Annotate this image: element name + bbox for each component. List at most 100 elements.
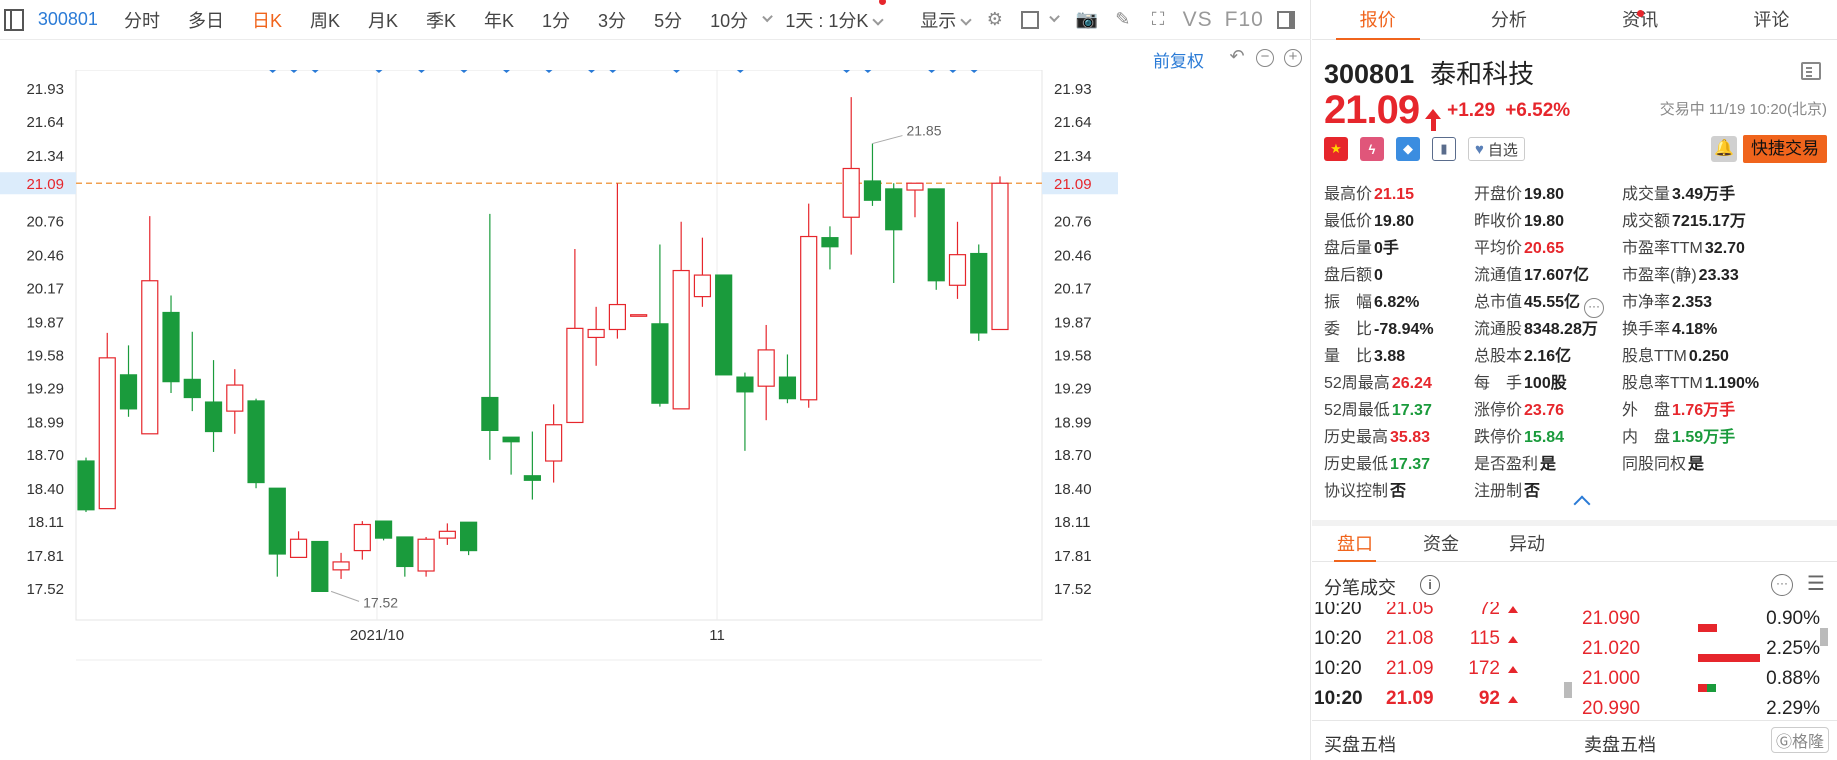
panel-toggle-icon[interactable]: [1276, 8, 1297, 32]
stat-label: 内 盘: [1622, 429, 1671, 446]
y-tick-left: 20.17: [26, 281, 64, 298]
tab-analysis[interactable]: 分析: [1490, 10, 1527, 30]
pencil-icon[interactable]: ✎: [1115, 9, 1131, 29]
square-tool-icon[interactable]: [1019, 8, 1040, 32]
more-icon[interactable]: ···: [1771, 574, 1793, 596]
stock-code-link[interactable]: 300801: [37, 9, 98, 29]
period-tab[interactable]: 周K: [309, 10, 340, 31]
fullscreen-icon[interactable]: ⛶: [1151, 9, 1165, 29]
candle-body: [268, 487, 286, 555]
list-icon[interactable]: ☰: [1807, 573, 1825, 595]
ladder-pct: 0.88%: [1766, 668, 1820, 689]
camera-icon[interactable]: 📷: [1075, 9, 1099, 29]
period-tab[interactable]: 3分: [598, 10, 627, 31]
stat-cell: 同股同权是: [1622, 450, 1704, 474]
period-tab[interactable]: 分时: [123, 10, 160, 31]
stat-value: 是: [1540, 456, 1557, 473]
ladder-price: 21.000: [1582, 668, 1641, 689]
y-tick-right: 17.52: [1054, 581, 1092, 598]
zoom-out-icon[interactable]: −: [1256, 49, 1274, 67]
stats-row: 协议控制否注册制否: [1324, 477, 1834, 504]
stat-label: 开盘价: [1474, 186, 1523, 203]
stat-cell: 换手率 4.18%: [1622, 315, 1717, 339]
y-tick-left: 18.40: [26, 481, 64, 498]
candle-body: [141, 280, 159, 435]
stat-label: 最高价: [1324, 186, 1373, 203]
tab-comments[interactable]: 评论: [1753, 10, 1790, 30]
chevron-down-icon[interactable]: [1048, 11, 1060, 22]
subtab-capital[interactable]: 资金: [1423, 534, 1459, 554]
stats-row: 52周最低 17.37 涨停价 23.76 外 盘 1.76万手: [1324, 396, 1834, 423]
stat-label: 涨停价: [1474, 402, 1523, 419]
scrollbar[interactable]: [1564, 682, 1572, 698]
gear-icon[interactable]: ⚙: [986, 9, 1003, 29]
zoom-in-icon[interactable]: +: [1284, 49, 1302, 67]
event-marker-icon: [502, 70, 510, 73]
add-watchlist-button[interactable]: ♥ 自选: [1468, 137, 1525, 161]
y-tick-left: 18.11: [28, 514, 64, 531]
period-tab-active[interactable]: 日K: [251, 10, 282, 31]
stat-cell: 盘后额 0: [1324, 261, 1383, 285]
subtab-order-book[interactable]: 盘口: [1312, 526, 1398, 562]
period-tab[interactable]: 季K: [426, 10, 457, 31]
period-tab[interactable]: 10分: [710, 10, 749, 31]
candle-body: [736, 376, 754, 393]
candle-body: [587, 328, 605, 339]
period-tab[interactable]: 年K: [484, 10, 515, 31]
stat-cell: 市盈率TTM 32.70: [1622, 234, 1745, 258]
quick-trade-button[interactable]: 快捷交易: [1743, 135, 1827, 163]
candlestick-chart[interactable]: 21.93 21.93 21.64 21.64 21.34 21.34 21.09 21.09…: [0, 70, 1311, 760]
subtab-anomaly[interactable]: 异动: [1509, 534, 1545, 554]
stat-cell: 内 盘 1.59万手: [1622, 423, 1735, 447]
stat-cell: 昨收价 19.80: [1474, 207, 1564, 231]
period-tab[interactable]: 5分: [654, 10, 683, 31]
layout-icon[interactable]: [1801, 62, 1821, 80]
f10-button[interactable]: F10: [1224, 7, 1264, 31]
scrollbar[interactable]: [1820, 628, 1828, 646]
stat-label: 昨收价: [1474, 213, 1523, 230]
stat-label: 历史最高: [1324, 429, 1389, 446]
tick-row: 10:20 21.09 92: [1312, 684, 1532, 714]
stat-value: 1.190%: [1704, 375, 1760, 392]
stat-value: 3.88: [1374, 348, 1406, 365]
candle-body: [183, 378, 201, 399]
vs-button[interactable]: VS: [1182, 7, 1213, 31]
bell-icon[interactable]: 🔔: [1711, 136, 1737, 162]
tab-news-label: 资讯: [1622, 10, 1659, 30]
bookmark-icon[interactable]: ▮: [1432, 137, 1456, 161]
event-marker-icon: [375, 70, 383, 73]
stat-label: 流通股: [1474, 321, 1523, 338]
reset-icon[interactable]: ↶: [1229, 46, 1245, 66]
period-tab[interactable]: 月K: [367, 10, 398, 31]
stat-label: 股息TTM: [1622, 348, 1687, 365]
period-tab[interactable]: 多日: [187, 10, 224, 31]
candle-body: [523, 475, 541, 481]
stat-value: 2.16亿: [1524, 348, 1572, 365]
chevron-down-icon[interactable]: [762, 11, 774, 22]
stat-value: 19.80: [1524, 213, 1565, 230]
stat-label: 最低价: [1324, 213, 1373, 230]
y-tick-left: 17.81: [26, 548, 64, 565]
stat-value: 6.82%: [1374, 294, 1420, 311]
info-icon[interactable]: i: [1420, 575, 1440, 595]
china-flag-icon[interactable]: ★: [1324, 137, 1348, 161]
sidebar-toggle-icon[interactable]: [4, 8, 24, 31]
stat-label: 52周最低: [1324, 402, 1390, 419]
lightning-icon[interactable]: ϟ: [1360, 137, 1384, 161]
stock-badges: ★ ϟ ◆ ▮ ♥ 自选: [1324, 137, 1525, 161]
period-tab[interactable]: 1分: [542, 10, 571, 31]
range-selector[interactable]: 1天 : 1分K: [785, 0, 887, 33]
display-menu[interactable]: 显示: [920, 7, 972, 33]
stat-value: 19.80: [1374, 213, 1415, 230]
tab-quote[interactable]: 报价: [1312, 0, 1443, 40]
stat-label: 盘后额: [1324, 267, 1373, 284]
candle-body: [608, 303, 626, 331]
more-icon[interactable]: ···: [1584, 298, 1605, 318]
candle-body: [247, 400, 265, 484]
price-row: 21.09 +1.29 +6.52%: [1324, 88, 1570, 133]
tag-icon[interactable]: ◆: [1396, 137, 1420, 161]
tab-news[interactable]: 资讯: [1575, 0, 1706, 39]
quote-panel: 报价 分析 资讯 评论 300801 泰和科技 21.09 +1.29 +6.5…: [1312, 0, 1837, 760]
adjust-mode-link[interactable]: 前复权: [1153, 52, 1204, 71]
stats-row: 最低价 19.80 昨收价 19.80 成交额 7215.17万: [1324, 207, 1834, 234]
